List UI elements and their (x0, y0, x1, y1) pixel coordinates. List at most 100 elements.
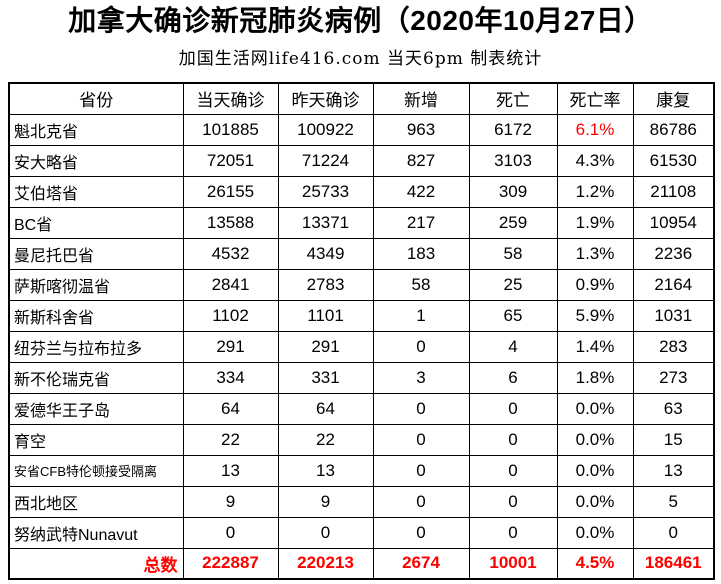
recovered-cell: 10954 (632, 206, 715, 239)
deaths-cell: 3103 (468, 144, 558, 177)
total-death-rate-cell: 4.5% (556, 547, 634, 580)
new-cases-cell: 217 (372, 206, 470, 239)
table-row: 萨斯喀彻温省 2841 2783 58 25 0.9% 2164 (8, 268, 715, 301)
province-cell: BC省 (8, 206, 184, 239)
province-cell: 西北地区 (8, 485, 184, 518)
today-confirmed-cell: 72051 (182, 144, 279, 177)
table-row: 安省CFB特伦顿接受隔离 13 13 0 0 0.0% 13 (8, 454, 715, 487)
table-row: 努纳武特Nunavut 0 0 0 0 0.0% 0 (8, 516, 715, 549)
recovered-cell: 13 (632, 454, 715, 487)
recovered-cell: 63 (632, 392, 715, 425)
recovered-cell: 273 (632, 361, 715, 394)
table-row: 魁北克省 101885 100922 963 6172 6.1% 86786 (8, 113, 715, 146)
new-cases-cell: 963 (372, 113, 470, 146)
province-cell: 萨斯喀彻温省 (8, 268, 184, 301)
new-cases-cell: 3 (372, 361, 470, 394)
deaths-cell: 0 (468, 485, 558, 518)
table-row: 育空 22 22 0 0 0.0% 15 (8, 423, 715, 456)
deaths-cell: 6172 (468, 113, 558, 146)
yesterday-confirmed-cell: 9 (277, 485, 374, 518)
new-cases-cell: 0 (372, 392, 470, 425)
yesterday-confirmed-cell: 1101 (277, 299, 374, 332)
yesterday-confirmed-cell: 13371 (277, 206, 374, 239)
today-confirmed-cell: 13588 (182, 206, 279, 239)
province-cell: 魁北克省 (8, 113, 184, 146)
total-recovered-cell: 186461 (632, 547, 715, 580)
death-rate-cell: 0.0% (556, 516, 634, 549)
total-today-cell: 222887 (182, 547, 279, 580)
col-header-recovered: 康复 (632, 82, 715, 115)
today-confirmed-cell: 64 (182, 392, 279, 425)
yesterday-confirmed-cell: 0 (277, 516, 374, 549)
today-confirmed-cell: 291 (182, 330, 279, 363)
province-cell: 安大略省 (8, 144, 184, 177)
col-header-new-cases: 新增 (372, 82, 470, 115)
new-cases-cell: 0 (372, 516, 470, 549)
table-row: 艾伯塔省 26155 25733 422 309 1.2% 21108 (8, 175, 715, 208)
yesterday-confirmed-cell: 331 (277, 361, 374, 394)
table-row: 新斯科舍省 1102 1101 1 65 5.9% 1031 (8, 299, 715, 332)
yesterday-confirmed-cell: 64 (277, 392, 374, 425)
province-cell: 曼尼托巴省 (8, 237, 184, 270)
death-rate-cell: 0.0% (556, 454, 634, 487)
recovered-cell: 21108 (632, 175, 715, 208)
col-header-province: 省份 (8, 82, 184, 115)
province-cell: 新斯科舍省 (8, 299, 184, 332)
table-row: 爱德华王子岛 64 64 0 0 0.0% 63 (8, 392, 715, 425)
death-rate-cell: 1.4% (556, 330, 634, 363)
death-rate-cell: 0.0% (556, 485, 634, 518)
death-rate-cell: 0.9% (556, 268, 634, 301)
new-cases-cell: 0 (372, 454, 470, 487)
deaths-cell: 4 (468, 330, 558, 363)
yesterday-confirmed-cell: 2783 (277, 268, 374, 301)
today-confirmed-cell: 101885 (182, 113, 279, 146)
covid-table: 省份 当天确诊 昨天确诊 新增 死亡 死亡率 康复 魁北克省 101885 1009… (8, 82, 715, 581)
province-cell: 爱德华王子岛 (8, 392, 184, 425)
new-cases-cell: 0 (372, 423, 470, 456)
recovered-cell: 2164 (632, 268, 715, 301)
yesterday-confirmed-cell: 25733 (277, 175, 374, 208)
recovered-cell: 15 (632, 423, 715, 456)
table-row: 安大略省 72051 71224 827 3103 4.3% 61530 (8, 144, 715, 177)
col-header-deaths: 死亡 (468, 82, 558, 115)
deaths-cell: 0 (468, 423, 558, 456)
death-rate-cell: 0.0% (556, 392, 634, 425)
table-row: 纽芬兰与拉布拉多 291 291 0 4 1.4% 283 (8, 330, 715, 363)
new-cases-cell: 58 (372, 268, 470, 301)
death-rate-cell: 4.3% (556, 144, 634, 177)
province-cell: 新不伦瑞克省 (8, 361, 184, 394)
yesterday-confirmed-cell: 71224 (277, 144, 374, 177)
table-row: 西北地区 9 9 0 0 0.0% 5 (8, 485, 715, 518)
recovered-cell: 1031 (632, 299, 715, 332)
deaths-cell: 0 (468, 516, 558, 549)
yesterday-confirmed-cell: 13 (277, 454, 374, 487)
new-cases-cell: 827 (372, 144, 470, 177)
header-row: 省份 当天确诊 昨天确诊 新增 死亡 死亡率 康复 (8, 82, 715, 115)
col-header-today-confirmed: 当天确诊 (182, 82, 279, 115)
deaths-cell: 6 (468, 361, 558, 394)
province-cell: 努纳武特Nunavut (8, 516, 184, 549)
death-rate-cell: 1.2% (556, 175, 634, 208)
new-cases-cell: 183 (372, 237, 470, 270)
table-row: 曼尼托巴省 4532 4349 183 58 1.3% 2236 (8, 237, 715, 270)
deaths-cell: 25 (468, 268, 558, 301)
yesterday-confirmed-cell: 291 (277, 330, 374, 363)
col-header-death-rate: 死亡率 (556, 82, 634, 115)
new-cases-cell: 0 (372, 485, 470, 518)
page-title: 加拿大确诊新冠肺炎病例（2020年10月27日） (68, 5, 653, 36)
province-cell: 育空 (8, 423, 184, 456)
total-label: 总数 (8, 547, 184, 580)
death-rate-cell: 0.0% (556, 423, 634, 456)
total-deaths-cell: 10001 (468, 547, 558, 580)
total-new-cell: 2674 (372, 547, 470, 580)
table-body: 魁北克省 101885 100922 963 6172 6.1% 86786 安大略省 7205… (8, 113, 715, 549)
deaths-cell: 259 (468, 206, 558, 239)
deaths-cell: 65 (468, 299, 558, 332)
today-confirmed-cell: 22 (182, 423, 279, 456)
col-header-yesterday-confirmed: 昨天确诊 (277, 82, 374, 115)
recovered-cell: 5 (632, 485, 715, 518)
recovered-cell: 283 (632, 330, 715, 363)
yesterday-confirmed-cell: 4349 (277, 237, 374, 270)
today-confirmed-cell: 13 (182, 454, 279, 487)
